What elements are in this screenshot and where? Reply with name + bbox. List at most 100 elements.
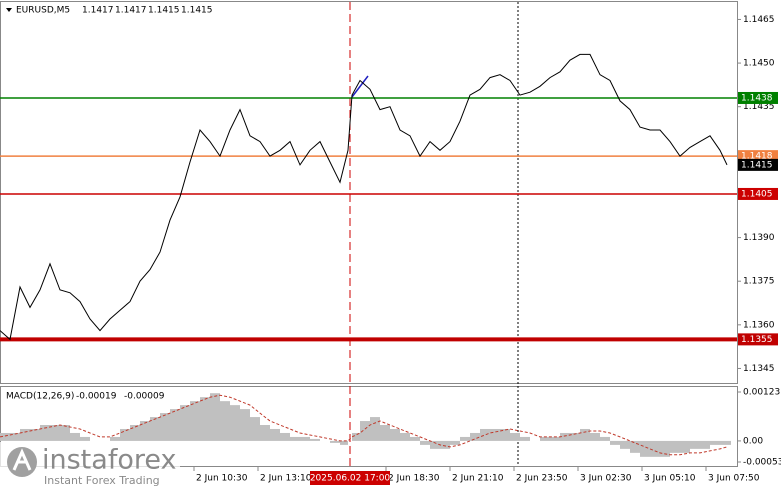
macd-bar bbox=[560, 432, 570, 441]
macd-bar bbox=[390, 428, 400, 441]
y-tick-label: 1.1375 bbox=[743, 277, 775, 287]
macd-bar bbox=[170, 409, 180, 441]
macd-bar bbox=[230, 405, 240, 441]
macd-bar bbox=[690, 440, 700, 449]
macd-bar bbox=[510, 432, 520, 441]
price-plot: 1.1465 1.1450 1.1435 1.1390 1.1375 1.1360 1.13… bbox=[0, 15, 778, 374]
crosshair-label-bg bbox=[310, 471, 390, 485]
macd-bar bbox=[430, 440, 440, 449]
crosshair-label: 2025.06.02 17:00 bbox=[310, 474, 391, 484]
x-tick-label: 2 Jun 18:30 bbox=[388, 474, 440, 484]
macd-bar bbox=[650, 440, 660, 457]
macd-bar bbox=[30, 428, 40, 441]
macd-bar bbox=[540, 436, 550, 441]
macd-bar bbox=[420, 440, 430, 445]
macd-bar bbox=[150, 417, 160, 441]
quote-value: 1.1415 bbox=[148, 6, 180, 16]
x-tick-label: 3 Jun 02:30 bbox=[580, 474, 632, 484]
macd-bar bbox=[500, 428, 510, 441]
macd-bar bbox=[330, 440, 340, 443]
level-label-bg bbox=[738, 91, 778, 104]
macd-bar bbox=[580, 428, 590, 441]
macd-bar bbox=[720, 440, 727, 445]
macd-bar bbox=[520, 436, 530, 441]
macd-bar bbox=[140, 421, 150, 441]
macd-bar bbox=[290, 436, 300, 441]
macd-bar bbox=[480, 428, 490, 441]
macd-bar bbox=[130, 425, 140, 441]
quote-value: 1.1417 bbox=[82, 6, 114, 16]
macd-bar bbox=[110, 436, 120, 441]
macd-bar bbox=[727, 440, 731, 445]
macd-bar bbox=[340, 440, 348, 445]
macd-bar bbox=[490, 428, 500, 441]
y-tick-label: 1.1390 bbox=[743, 233, 775, 243]
x-tick-label: 3 Jun 07:50 bbox=[708, 474, 760, 484]
macd-bar bbox=[70, 432, 80, 441]
y-tick-label: 1.1345 bbox=[743, 364, 775, 374]
macd-bar bbox=[352, 432, 360, 441]
macd-bar bbox=[160, 413, 170, 441]
macd-panel bbox=[0, 386, 738, 467]
macd-bar bbox=[10, 432, 20, 441]
macd-bar bbox=[600, 436, 610, 441]
macd-bar bbox=[360, 421, 370, 441]
y-tick-label: 1.1465 bbox=[743, 15, 775, 25]
macd-bar bbox=[680, 440, 690, 453]
level-label-bg bbox=[738, 158, 778, 171]
y-tick-label: 0.00123 bbox=[743, 388, 780, 398]
level-label-bg bbox=[738, 333, 778, 346]
macd-bar bbox=[180, 405, 190, 441]
macd-bar bbox=[620, 440, 630, 449]
macd-bar bbox=[250, 417, 260, 441]
macd-bar bbox=[610, 440, 620, 445]
macd-value: -0.00009 bbox=[124, 392, 165, 402]
macd-bar bbox=[260, 425, 270, 441]
symbol-title: EURUSD,M5 bbox=[16, 6, 70, 16]
macd-bar bbox=[270, 428, 280, 441]
macd-bar bbox=[670, 440, 680, 453]
macd-bar bbox=[0, 432, 10, 441]
level-label-bg bbox=[738, 187, 778, 200]
quote-value: 1.1415 bbox=[181, 6, 213, 16]
macd-bar bbox=[660, 440, 670, 457]
macd-bar bbox=[20, 428, 30, 441]
x-tick-label: 2 Jun 10:30 bbox=[196, 474, 248, 484]
macd-value: -0.00019 bbox=[76, 392, 117, 402]
level-label: 1.1405 bbox=[741, 189, 773, 199]
brand: instaforex bbox=[42, 445, 176, 476]
signal-line bbox=[0, 394, 728, 456]
macd-bar bbox=[590, 432, 600, 441]
macd-bar bbox=[200, 397, 210, 441]
x-tick-label: 2 Jun 13:10 bbox=[260, 474, 312, 484]
watermark[interactable]: instaforex Instant Forex Trading bbox=[0, 442, 180, 489]
x-tick-label: 3 Jun 05:10 bbox=[644, 474, 696, 484]
macd-bar bbox=[300, 436, 310, 441]
level-label: 1.1418 bbox=[741, 152, 773, 162]
macd-bar bbox=[450, 440, 460, 445]
macd-bar bbox=[120, 428, 130, 441]
macd-bar bbox=[280, 432, 290, 441]
quote-value: 1.1417 bbox=[115, 6, 147, 16]
macd-bar bbox=[640, 440, 650, 457]
y-tick-label: 1.1450 bbox=[743, 59, 775, 69]
macd-bar bbox=[440, 440, 450, 449]
macd-bar bbox=[710, 440, 720, 445]
macd-bar bbox=[190, 401, 200, 441]
macd-bar bbox=[60, 425, 70, 441]
macd-bar bbox=[210, 393, 220, 441]
y-tick-label: 1.1435 bbox=[743, 102, 775, 112]
menu-arrow bbox=[6, 8, 12, 12]
macd-plot: 0.00123 0.00 -0.00053 bbox=[0, 388, 781, 468]
y-tick-label: 1.1360 bbox=[743, 320, 775, 330]
macd-bar bbox=[380, 425, 390, 441]
trend-line bbox=[351, 75, 369, 98]
macd-title: MACD(12,26,9) bbox=[6, 392, 74, 402]
macd-bar bbox=[370, 417, 380, 441]
macd-bar bbox=[460, 436, 470, 441]
macd-bar bbox=[630, 440, 640, 453]
macd-bar bbox=[310, 438, 320, 441]
level-label: 1.1415 bbox=[741, 160, 773, 170]
